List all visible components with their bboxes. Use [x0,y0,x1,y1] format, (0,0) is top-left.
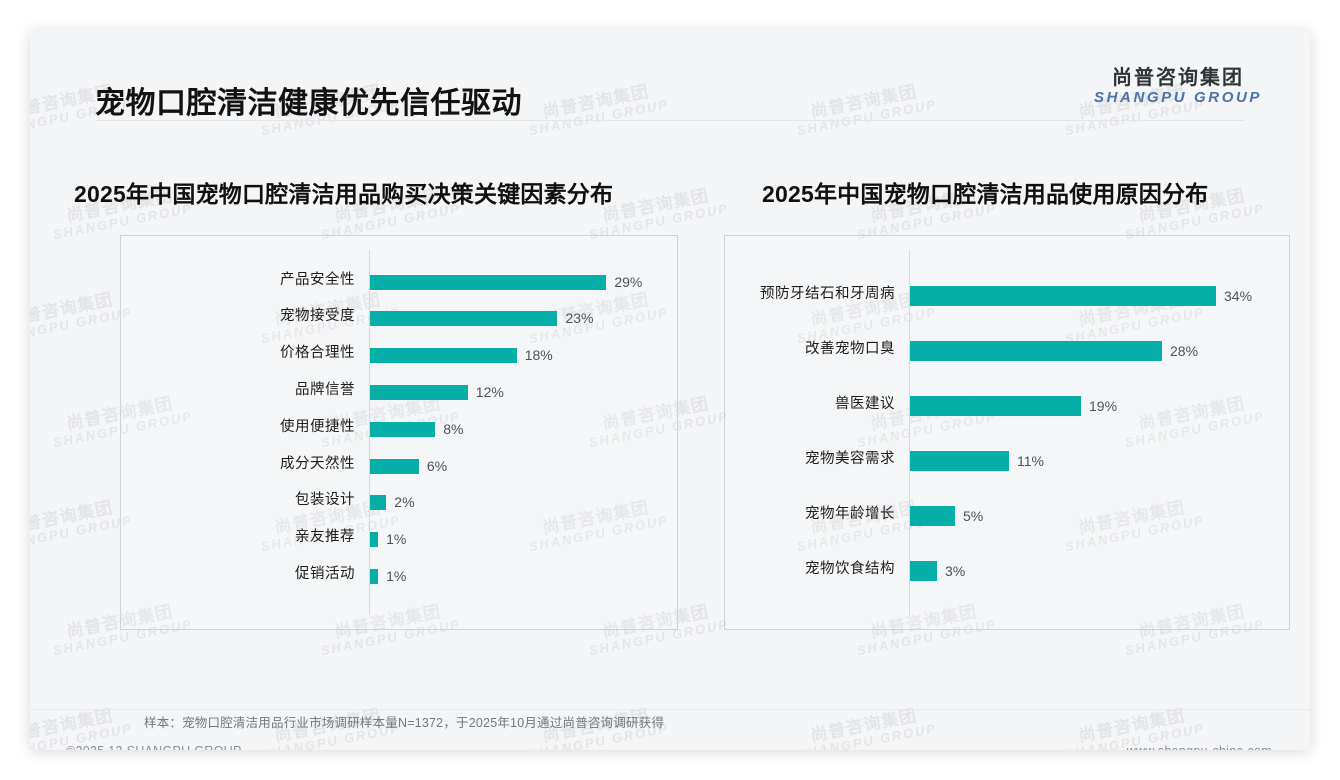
bar-value-label: 5% [963,508,984,524]
bar [910,506,955,526]
bar-row: 包装设计 2% [121,492,677,511]
bar-value-label: 28% [1170,343,1199,359]
bar-row: 宠物年龄增长 5% [725,506,1289,526]
bar-value-label: 6% [426,457,448,474]
bar-value-label: 18% [524,347,553,364]
axis-line-right [909,250,910,615]
bar-row: 兽医建议 19% [725,396,1289,416]
bar [910,286,1216,306]
bar-row: 使用便捷性 8% [121,418,677,437]
bar-category-label: 宠物接受度 [280,308,355,325]
brand-logo-cn: 尚普咨询集团 [1112,67,1244,89]
bar-category-label: 促销活动 [295,565,355,582]
bar-value-label: 11% [1017,453,1044,469]
bar-value-label: 3% [945,563,966,579]
bar [370,421,436,437]
header-divider [96,120,1244,121]
bar-category-label: 包装设计 [295,492,355,509]
footer-url: www.shangpu-china.com [1127,744,1272,750]
bar [370,274,607,290]
brand-logo: 尚普咨询集团 SHANGPU GROUP [1094,67,1262,107]
bar-value-label: 1% [386,567,407,584]
bar-category-label: 品牌信誉 [295,381,355,398]
chart-block-left: 2025年中国宠物口腔清洁用品购买决策关键因素分布 产品安全性 29% 宠物接受度 2… [44,175,694,630]
bar-row: 宠物美容需求 11% [725,451,1289,471]
bar [370,568,379,584]
bar [370,495,387,511]
chart-panel-right: 预防牙结石和牙周病 34% 改善宠物口臭 28% 兽医建议 19% 宠物美容需求 11% 宠物年… [724,235,1290,630]
bar [370,458,419,474]
bar [910,341,1162,361]
bar-row: 产品安全性 29% [121,271,677,290]
slide-canvas: 尚普咨询集团 SHANGPU GROUP 尚普咨询集团 SHANGPU GROUP 尚普… [30,30,1310,750]
bar-category-label: 兽医建议 [835,396,895,412]
bar-category-label: 使用便捷性 [280,418,355,435]
bar-value-label: 34% [1224,288,1253,304]
page-title: 宠物口腔清洁健康优先信任驱动 [95,87,522,120]
bar-row: 宠物饮食结构 3% [725,561,1289,581]
bar-category-label: 宠物饮食结构 [805,561,895,577]
footer-divider [30,709,1310,710]
slide-header: 宠物口腔清洁健康优先信任驱动 尚普咨询集团 SHANGPU GROUP [30,30,1310,122]
bar [370,384,468,400]
bar-row: 成分天然性 6% [121,455,677,474]
bar-category-label: 宠物年龄增长 [805,506,895,522]
brand-logo-en: SHANGPU GROUP [1094,89,1262,106]
bar [910,561,937,581]
bar-row: 改善宠物口臭 28% [725,341,1289,361]
bar [370,311,558,327]
bar-category-label: 亲友推荐 [295,529,355,546]
chart-title-right: 2025年中国宠物口腔清洁用品使用原因分布 [762,181,1209,207]
bar-category-label: 宠物美容需求 [805,451,895,467]
bar-category-label: 预防牙结石和牙周病 [760,286,895,302]
chart-block-right: 2025年中国宠物口腔清洁用品使用原因分布 预防牙结石和牙周病 34% 改善宠物口臭… [694,175,1304,630]
bar-category-label: 改善宠物口臭 [805,341,895,357]
bar-row: 品牌信誉 12% [121,381,677,400]
bar [910,396,1081,416]
bar-plot-left: 产品安全性 29% 宠物接受度 23% 价格合理性 18% 品牌信誉 12% 使用便捷性 8% 成分… [121,236,677,629]
bar-value-label: 19% [1089,398,1118,414]
bar-value-label: 1% [386,531,407,548]
bar-category-label: 产品安全性 [280,271,355,288]
axis-line-left [369,250,370,615]
chart-panel-left: 产品安全性 29% 宠物接受度 23% 价格合理性 18% 品牌信誉 12% 使用便捷性 8% 成分… [120,235,678,630]
chart-title-left: 2025年中国宠物口腔清洁用品购买决策关键因素分布 [74,181,614,207]
bar [370,348,517,364]
bar-row: 预防牙结石和牙周病 34% [725,286,1289,306]
bar-row: 宠物接受度 23% [121,308,677,327]
bar-value-label: 29% [614,273,643,290]
bar-plot-right: 预防牙结石和牙周病 34% 改善宠物口臭 28% 兽医建议 19% 宠物美容需求 11% 宠物年… [725,236,1289,629]
bar-category-label: 价格合理性 [280,345,355,362]
bar-value-label: 23% [565,310,594,327]
sample-footnote: 样本：宠物口腔清洁用品行业市场调研样本量N=1372，于2025年10月通过尚普… [144,716,665,730]
bar-row: 价格合理性 18% [121,345,677,364]
bar [910,451,1009,471]
bar-value-label: 8% [443,420,464,437]
bar-value-label: 12% [475,383,504,400]
bar-row: 亲友推荐 1% [121,529,677,548]
bar-row: 促销活动 1% [121,565,677,584]
bar-category-label: 成分天然性 [280,455,355,472]
footer-copyright: ©2025.12 SHANGPU GROUP [66,744,242,750]
bar-value-label: 2% [394,494,415,511]
bar [370,532,379,548]
